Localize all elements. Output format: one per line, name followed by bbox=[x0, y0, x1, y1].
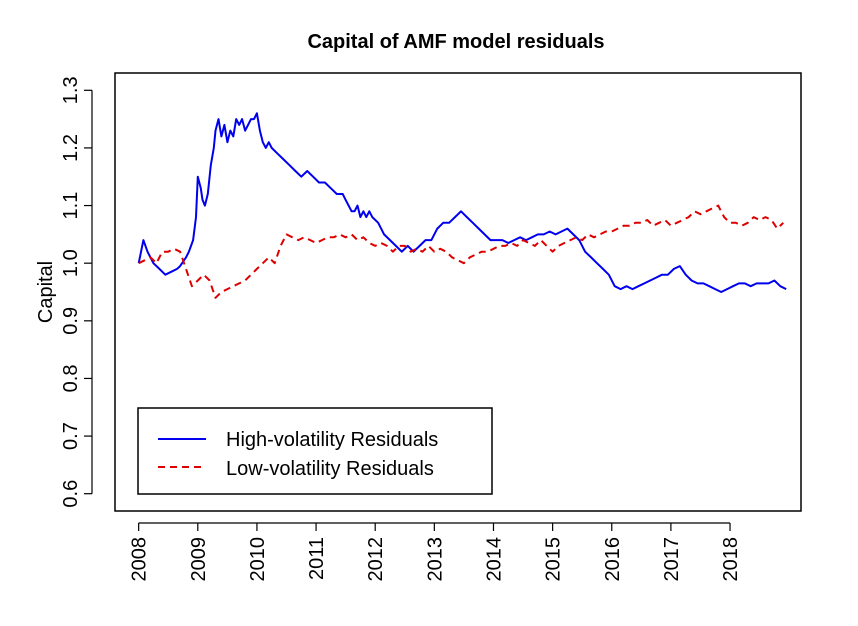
x-tick-label: 2009 bbox=[188, 537, 210, 582]
x-axis: 2008 2009 2010 2011 2012 2013 2014 2015 2016 2017… bbox=[129, 522, 742, 582]
y-tick-label: 0.8 bbox=[60, 365, 82, 393]
y-tick-label: 1.0 bbox=[60, 249, 82, 277]
y-axis: 0.6 0.7 0.8 0.9 1.0 1.1 1.2 1.3 bbox=[60, 76, 93, 508]
x-tick-label: 2018 bbox=[720, 537, 742, 582]
x-tick-label: 2014 bbox=[483, 537, 505, 582]
y-axis-label: Capital bbox=[35, 261, 57, 323]
x-tick-label: 2015 bbox=[543, 537, 565, 582]
y-tick-label: 1.1 bbox=[60, 192, 82, 220]
x-tick-label: 2013 bbox=[424, 537, 446, 582]
legend: High-volatility Residuals Low-volatility… bbox=[137, 407, 493, 495]
plot-area bbox=[114, 72, 802, 512]
legend-box bbox=[137, 407, 493, 495]
y-tick-label: 1.2 bbox=[60, 134, 82, 162]
series-layer bbox=[137, 112, 787, 299]
series-line-low-volatility bbox=[138, 204, 784, 299]
y-tick-label: 0.7 bbox=[60, 422, 82, 450]
x-tick-label: 2011 bbox=[306, 537, 328, 580]
x-tick-label: 2010 bbox=[247, 537, 269, 582]
x-tick-label: 2016 bbox=[602, 537, 624, 582]
legend-label-high-volatility: High-volatility Residuals bbox=[226, 429, 438, 451]
x-tick-label: 2017 bbox=[661, 537, 683, 582]
x-tick-label: 2008 bbox=[129, 537, 151, 582]
chart-title: Capital of AMF model residuals bbox=[307, 31, 604, 53]
y-tick-label: 0.6 bbox=[60, 480, 82, 508]
y-tick-label: 1.3 bbox=[60, 76, 82, 104]
legend-label-low-volatility: Low-volatility Residuals bbox=[226, 458, 434, 480]
x-tick-label: 2012 bbox=[365, 537, 387, 582]
series-line-high-volatility bbox=[137, 112, 787, 293]
y-tick-label: 0.9 bbox=[60, 307, 82, 335]
plot-frame bbox=[114, 72, 802, 512]
